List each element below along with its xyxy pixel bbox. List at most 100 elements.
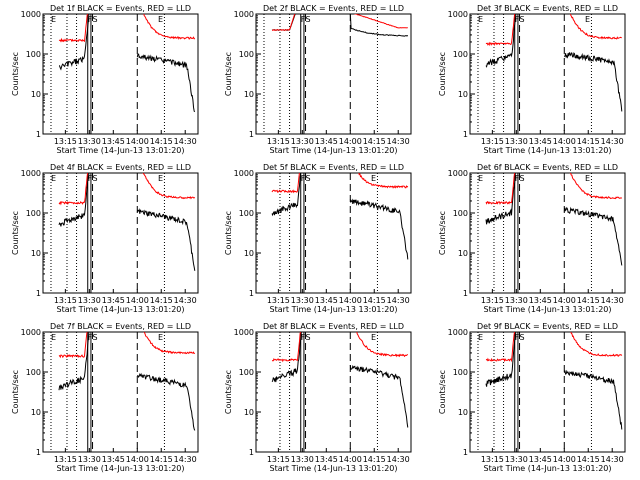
marker-label: F [515,333,520,342]
x-tick-label: 14:00 [553,137,576,146]
x-tick-label: 14:00 [126,455,149,464]
y-tick-label: 10 [244,408,254,417]
marker-label: E [585,15,590,24]
marker-label: E [51,15,56,24]
events-series-line [271,332,409,428]
x-tick-label: 13:45 [529,455,552,464]
plot-frame [255,331,412,453]
y-tick-label: 10 [458,249,468,258]
x-tick-label: 13:30 [78,137,101,146]
lld-series-line [485,14,622,47]
x-tick-label: 13:15 [267,296,290,305]
x-tick-label: 13:30 [505,296,528,305]
y-tick-label: 1 [463,448,468,457]
x-tick-label: 14:30 [174,137,197,146]
y-axis-label: Counts/sec [11,370,20,414]
x-tick-label: 14:15 [150,455,173,464]
y-tick-label: 1000 [21,169,41,178]
events-series-line [271,173,409,260]
marker-label: S [93,15,98,24]
marker-label: F [88,333,93,342]
y-tick-label: 100 [239,368,254,377]
plot-frame [42,331,199,453]
x-tick-label: 13:45 [102,296,125,305]
lld-series-line [58,14,196,43]
y-tick-label: 1 [36,448,41,457]
marker-label: E [371,174,376,183]
marker-label: E [478,174,483,183]
x-tick-label: 14:30 [387,455,410,464]
plot-frame [255,13,412,135]
x-tick-label: 13:45 [315,455,338,464]
x-axis-label: Start Time (14-Jun-13 13:01:20) [484,464,612,473]
panel-title: Det 7f BLACK = Events, RED = LLD [50,322,191,331]
y-tick-label: 1000 [448,10,468,19]
plot-frame [42,13,199,135]
x-tick-label: 14:15 [150,137,173,146]
plot-frame [469,13,626,135]
x-tick-label: 13:30 [291,296,314,305]
marker-label: F [301,333,306,342]
marker-label: S [520,15,525,24]
x-axis-label: Start Time (14-Jun-13 13:01:20) [484,305,612,314]
y-tick-label: 1 [463,130,468,139]
y-tick-label: 100 [453,368,468,377]
x-tick-label: 14:15 [363,296,386,305]
y-axis-label: Counts/sec [224,52,233,96]
events-series-line [58,173,196,271]
panel-title: Det 8f BLACK = Events, RED = LLD [263,322,404,331]
marker-label: F [301,174,306,183]
events-series-line [58,14,196,113]
y-tick-label: 10 [458,408,468,417]
marker-label: S [93,333,98,342]
x-tick-label: 14:00 [339,137,362,146]
x-tick-label: 14:30 [174,296,197,305]
marker-label: S [520,333,525,342]
marker-label: E [371,333,376,342]
y-axis-label: Counts/sec [438,370,447,414]
y-tick-label: 1000 [448,328,468,337]
lld-series-line [272,14,408,31]
x-tick-label: 13:45 [529,137,552,146]
x-tick-label: 14:30 [174,455,197,464]
y-tick-label: 1 [463,289,468,298]
y-tick-label: 1 [36,130,41,139]
plot-frame [469,331,626,453]
x-tick-label: 14:15 [577,137,600,146]
marker-label: F [515,174,520,183]
x-axis-label: Start Time (14-Jun-13 13:01:20) [57,305,185,314]
panel-det-5: Det 5f BLACK = Events, RED = LLD 1 10 100 10… [224,163,412,314]
y-tick-label: 100 [239,50,254,59]
y-axis-label: Counts/sec [11,211,20,255]
x-tick-label: 14:00 [339,455,362,464]
x-axis-label: Start Time (14-Jun-13 13:01:20) [270,146,398,155]
x-tick-label: 13:30 [291,455,314,464]
x-tick-label: 13:30 [505,455,528,464]
panel-title: Det 4f BLACK = Events, RED = LLD [50,163,191,172]
y-tick-label: 100 [453,209,468,218]
lld-series-line [485,173,623,205]
x-tick-label: 13:30 [78,296,101,305]
marker-label: S [93,174,98,183]
x-tick-label: 13:15 [267,455,290,464]
x-tick-label: 14:00 [126,296,149,305]
x-tick-label: 14:00 [339,296,362,305]
marker-label: E [51,174,56,183]
y-tick-label: 1 [36,289,41,298]
x-tick-label: 13:15 [54,137,77,146]
y-axis-label: Counts/sec [224,370,233,414]
x-axis-label: Start Time (14-Jun-13 13:01:20) [270,464,398,473]
y-tick-label: 10 [31,249,41,258]
panel-det-1: Det 1f BLACK = Events, RED = LLD 1 10 100 10… [11,4,199,155]
x-tick-label: 14:30 [387,137,410,146]
y-tick-label: 100 [26,209,41,218]
x-tick-label: 14:15 [150,296,173,305]
y-axis-label: Counts/sec [438,52,447,96]
events-series-line [485,173,623,266]
lld-series-line [271,173,409,194]
x-tick-label: 13:45 [315,137,338,146]
plot-frame [469,172,626,294]
x-axis-label: Start Time (14-Jun-13 13:01:20) [270,305,398,314]
y-tick-label: 1 [249,130,254,139]
marker-label: E [478,333,483,342]
